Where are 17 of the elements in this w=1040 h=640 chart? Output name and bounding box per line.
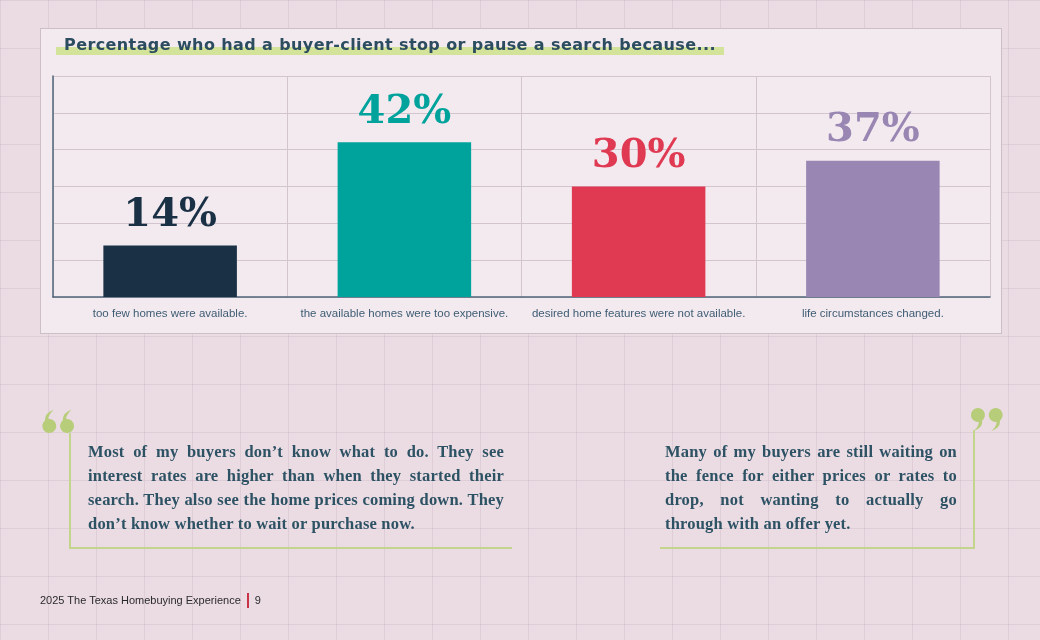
x-tick-label: the available homes were too expensive. xyxy=(300,307,509,319)
text: Many of my buyers are still waiting on the fence for either prices or rates to drop, not wanting to actually go through with an offer yet. xyxy=(665,441,957,535)
data-label: 30% xyxy=(591,129,686,176)
bar xyxy=(337,142,472,297)
text: Most of my buyers don’t know what to do. They see interest rates are higher than when they started their search. They also see the home prices coming down. They don’t know whether to wait or purchase now. xyxy=(88,441,504,535)
bar xyxy=(571,186,706,297)
bar xyxy=(103,245,237,297)
x-tick-label: life circumstances changed. xyxy=(801,307,944,319)
data-label: 42% xyxy=(357,84,452,132)
bar xyxy=(806,160,940,297)
text: 9 xyxy=(254,593,261,608)
chart-title: Percentage who had a buyer-client stop or pause a search because... xyxy=(64,35,716,55)
data-label: 37% xyxy=(826,103,920,151)
x-tick-label: too few homes were available. xyxy=(92,307,248,319)
data-label: 14% xyxy=(123,187,217,235)
text: 2025 The Texas Homebuying Experience xyxy=(40,593,241,608)
x-tick-label: desired home features were not available. xyxy=(531,307,746,319)
